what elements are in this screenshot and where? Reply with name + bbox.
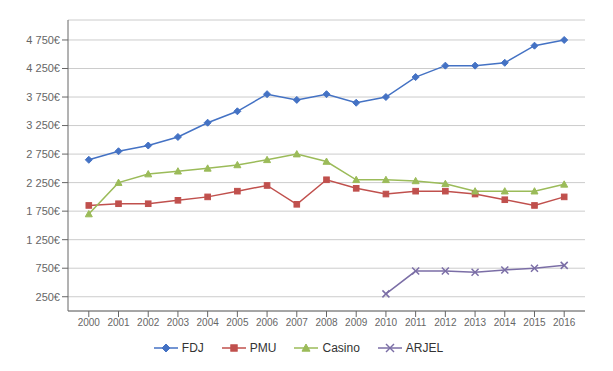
html-text:PMU: PMU [249,341,277,355]
svg-text:2007: 2007 [286,317,309,328]
svg-text:2009: 2009 [345,317,368,328]
svg-text:2011: 2011 [405,317,427,328]
svg-text:2004: 2004 [197,317,220,328]
svg-text:2 250€: 2 250€ [26,177,60,189]
html-text:FDJ: FDJ [181,341,204,355]
svg-text:1 250€: 1 250€ [26,234,60,246]
svg-text:2015: 2015 [523,317,546,328]
svg-text:2013: 2013 [464,317,487,328]
html-text:ARJEL: ARJEL [405,341,444,355]
svg-text:2006: 2006 [256,317,279,328]
svg-text:2016: 2016 [553,317,576,328]
svg-text:250€: 250€ [36,291,60,303]
svg-text:4 750€: 4 750€ [26,34,60,46]
svg-text:2003: 2003 [167,317,190,328]
svg-text:2000: 2000 [78,317,101,328]
html-text:Casino: Casino [322,341,360,355]
svg-text:2008: 2008 [315,317,338,328]
svg-text:3 250€: 3 250€ [26,119,60,131]
svg-text:1 750€: 1 750€ [26,205,60,217]
svg-text:2005: 2005 [226,317,249,328]
svg-text:2014: 2014 [494,317,517,328]
svg-text:2001: 2001 [107,317,130,328]
svg-text:4 250€: 4 250€ [26,62,60,74]
svg-text:2 750€: 2 750€ [26,148,60,160]
svg-text:2012: 2012 [434,317,457,328]
svg-text:3 750€: 3 750€ [26,91,60,103]
svg-text:2010: 2010 [375,317,398,328]
svg-text:2002: 2002 [137,317,160,328]
svg-text:750€: 750€ [36,262,60,274]
